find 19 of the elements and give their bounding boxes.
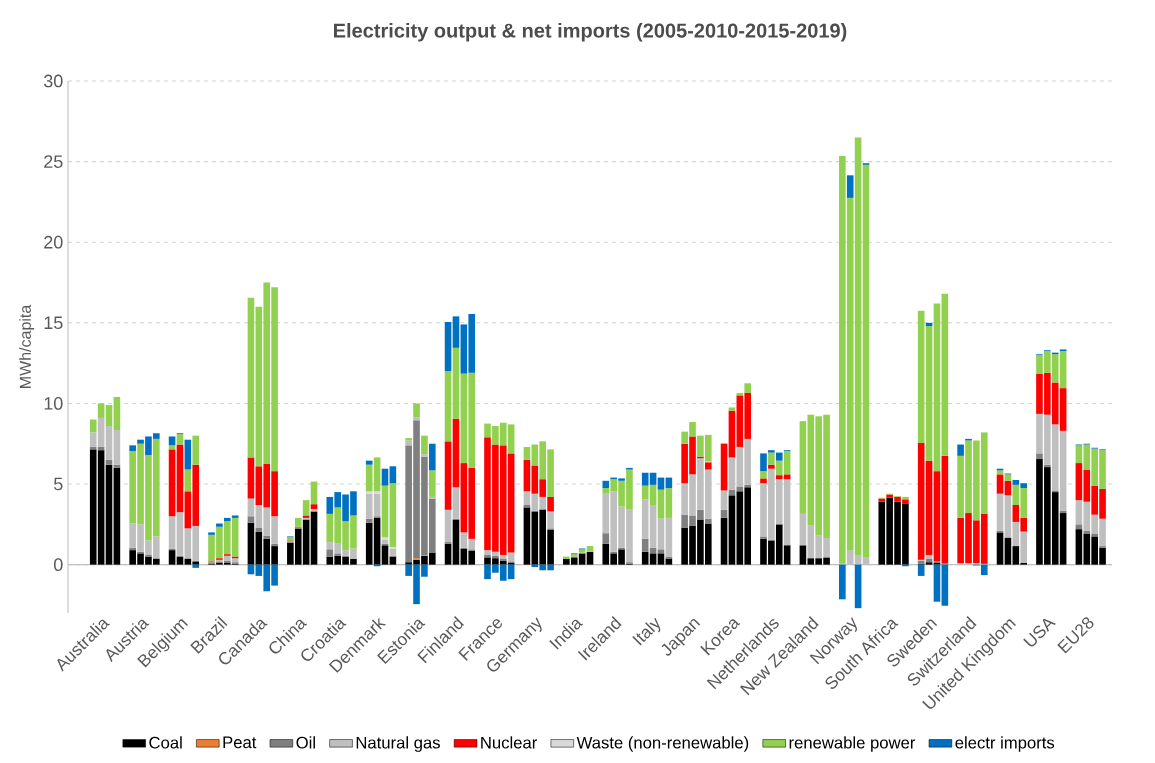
legend-label: Peat xyxy=(223,736,257,749)
y-tick-label: 10 xyxy=(44,397,63,410)
y-tick-label: 5 xyxy=(53,477,63,491)
x-tick-label: USA xyxy=(1023,618,1056,647)
legend-label: renewable power xyxy=(789,736,916,752)
y-axis-title: MWh/capita xyxy=(19,304,35,388)
y-tick-label: 20 xyxy=(44,235,63,249)
legend-label: Natural gas xyxy=(356,736,440,752)
legend-label: electr imports xyxy=(955,736,1055,752)
y-tick-label: 15 xyxy=(44,316,63,330)
x-tick-label: Italy xyxy=(632,617,661,646)
legend-label: Nuclear xyxy=(481,736,538,749)
legend-label: Waste (non-renewable) xyxy=(576,736,749,752)
chart-title: Electricity output & net imports (2005-2010-2015-2019) xyxy=(334,22,847,42)
legend-label: Oil xyxy=(296,736,315,749)
y-tick-label: 0 xyxy=(53,558,63,571)
y-tick-label: 30 xyxy=(43,74,63,88)
y-tick-label: 25 xyxy=(44,155,63,168)
legend-label: Coal xyxy=(149,736,182,749)
